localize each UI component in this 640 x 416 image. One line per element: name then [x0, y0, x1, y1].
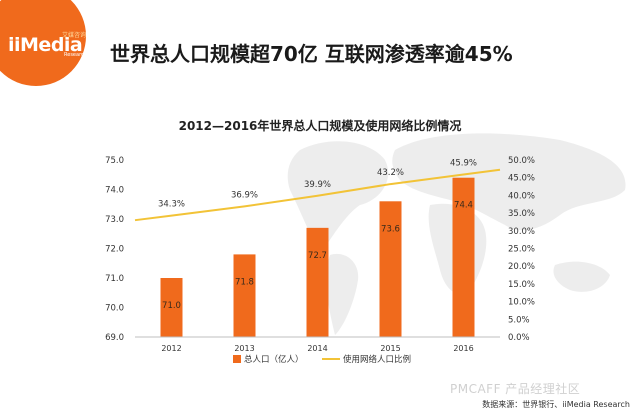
bar-label: 73.6	[381, 224, 400, 234]
y2-tick-label: 35.0%	[508, 209, 535, 219]
y2-tick-label: 15.0%	[508, 280, 535, 290]
map-region	[325, 253, 359, 335]
legend-swatch-bar	[233, 355, 241, 363]
bar-label: 71.0	[162, 301, 181, 311]
y2-tick-label: 45.0%	[508, 174, 535, 184]
y2-tick-label: 50.0%	[508, 156, 535, 166]
left-axis: 69.0 70.0 71.0 72.0 73.0 74.0 75.0	[105, 156, 124, 343]
bar-label: 74.4	[454, 201, 473, 211]
watermark: PMCAFF 产品经理社区	[450, 382, 581, 396]
x-tick-label: 2015	[380, 344, 400, 353]
legend-label-bar: 总人口（亿人）	[244, 354, 304, 365]
brand-logo: iiMedia 艾媒咨询 Research	[0, 0, 100, 92]
x-tick-label: 2016	[453, 344, 473, 353]
logo-cn: 艾媒咨询	[62, 32, 87, 39]
x-axis: 2012 2013 2014 2015 2016	[135, 336, 500, 353]
line-label: 39.9%	[304, 180, 331, 190]
y-tick-label: 70.0	[105, 304, 124, 314]
line-path	[134, 168, 501, 222]
x-tick-label: 2013	[234, 344, 254, 353]
chart-title: 2012—2016年世界总人口规模及使用网络比例情况	[178, 119, 462, 133]
y2-tick-label: 5.0%	[508, 315, 530, 325]
bar-label: 71.8	[235, 277, 254, 287]
line-label: 36.9%	[231, 190, 258, 200]
map-region	[553, 261, 610, 292]
map-region	[287, 141, 389, 255]
line-label: 34.3%	[158, 200, 185, 210]
y2-tick-label: 25.0%	[508, 245, 535, 255]
legend-label-line: 使用网络人口比例	[343, 354, 411, 365]
y-tick-label: 69.0	[105, 333, 124, 343]
y-tick-label: 71.0	[105, 274, 124, 284]
x-tick-label: 2014	[307, 344, 327, 353]
bar-series: 71.0 71.8 72.7 73.6 74.4	[160, 177, 475, 337]
logo-text: iiMedia	[8, 34, 83, 56]
bar	[306, 227, 329, 337]
x-tick-label: 2012	[161, 344, 181, 353]
line-label: 45.9%	[450, 159, 477, 169]
source-note: 数据来源：世界银行、iiMedia Research	[482, 400, 630, 409]
y2-tick-label: 40.0%	[508, 191, 535, 201]
line-series: 34.3% 36.9% 39.9% 43.2% 45.9%	[134, 159, 501, 222]
chart-legend: 总人口（亿人） 使用网络人口比例	[233, 354, 411, 365]
logo-en: Research	[64, 52, 87, 58]
y2-tick-label: 20.0%	[508, 262, 535, 272]
y2-tick-label: 0.0%	[508, 333, 530, 343]
bar-label: 72.7	[308, 251, 327, 261]
y-tick-label: 72.0	[105, 245, 124, 255]
bar	[160, 278, 183, 337]
y2-tick-label: 30.0%	[508, 227, 535, 237]
right-axis: 0.0% 5.0% 10.0% 15.0% 20.0% 25.0% 30.0% 35.0% 40…	[508, 156, 535, 343]
map-region	[392, 133, 626, 231]
page-headline: 世界总人口规模超70亿 互联网渗透率逾45%	[110, 42, 513, 66]
line-label: 43.2%	[377, 168, 404, 178]
y2-tick-label: 10.0%	[508, 298, 535, 308]
y-tick-label: 74.0	[105, 186, 124, 196]
bar	[452, 177, 475, 337]
bar	[379, 201, 402, 337]
y-tick-label: 75.0	[105, 156, 124, 166]
bar	[233, 254, 256, 337]
y-tick-label: 73.0	[105, 215, 124, 225]
